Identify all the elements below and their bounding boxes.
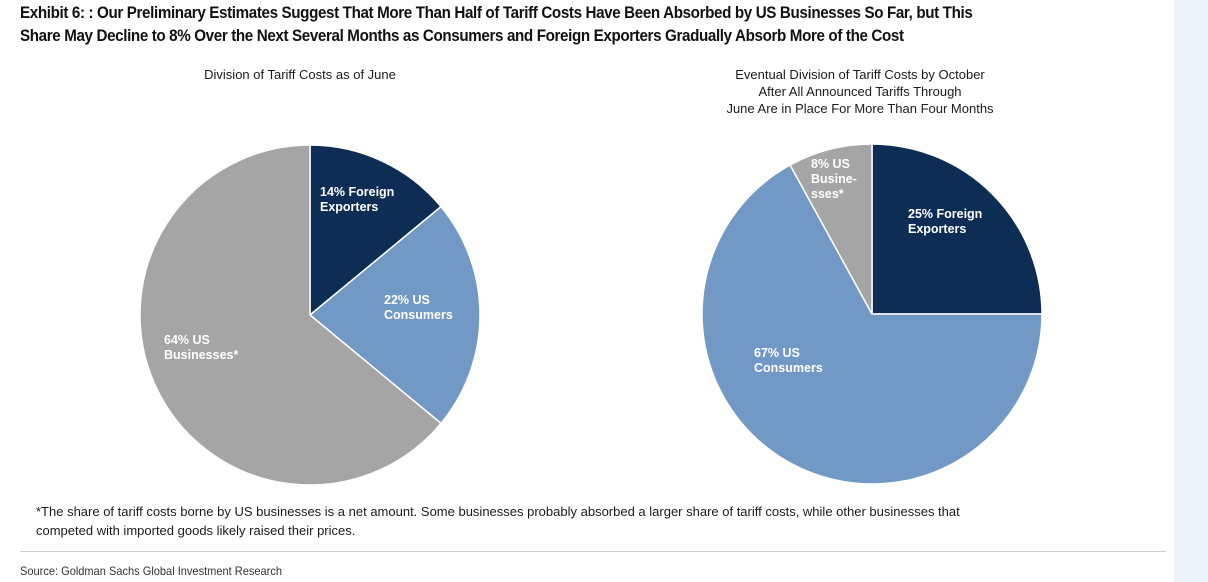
- pie-charts: 14% Foreign Exporters 22% US Consumers 64% U…: [139, 143, 1043, 486]
- pie-june: 14% Foreign Exporters 22% US Consumers 64% U…: [139, 144, 481, 486]
- right-chart-title-line-3: June Are in Place For More Than Four Mon…: [726, 101, 994, 116]
- pie-slice-us-consumers: [308, 205, 481, 425]
- pie-slice-foreign-exporters: [871, 143, 1043, 315]
- slice-label-us-consumers: 67% US Consumers: [754, 346, 823, 375]
- pie-slice-foreign-exporters: [309, 144, 443, 317]
- slice-label-foreign-exporters: 14% Foreign Exporters: [320, 185, 394, 214]
- pie-october: 25% Foreign Exporters 67% US Consumers 8% US…: [701, 143, 1043, 485]
- pie-slice-us-businesses: [789, 143, 873, 315]
- slice-label-us-businesses: 64% US Businesses*: [164, 333, 238, 362]
- footnote: *The share of tariff costs borne by US b…: [36, 502, 1156, 540]
- pie-slice-us-consumers: [701, 164, 1043, 485]
- right-edge-strip: [1174, 0, 1208, 582]
- right-chart-title-line-2: After All Announced Tariffs Through: [758, 84, 962, 99]
- slice-label-us-consumers: 22% US Consumers: [384, 293, 453, 322]
- slice-label-us-businesses: 8% US Busine-sses*: [811, 157, 857, 201]
- divider: [20, 551, 1166, 552]
- left-chart-title: Division of Tariff Costs as of June: [204, 67, 396, 82]
- footnote-line-2: competed with imported goods likely rais…: [36, 523, 356, 538]
- right-chart-title-line-1: Eventual Division of Tariff Costs by Oct…: [735, 67, 985, 82]
- slice-label-foreign-exporters: 25% Foreign Exporters: [908, 207, 982, 236]
- exhibit-title-line-1: Exhibit 6: : Our Preliminary Estimates S…: [20, 4, 973, 22]
- exhibit-title: Exhibit 6: : Our Preliminary Estimates S…: [20, 2, 1078, 48]
- right-chart-title: Eventual Division of Tariff Costs by Oct…: [650, 66, 1070, 117]
- source-note: Source: Goldman Sachs Global Investment …: [20, 564, 283, 578]
- footnote-line-1: *The share of tariff costs borne by US b…: [36, 504, 960, 519]
- pie-slice-us-businesses: [139, 144, 443, 486]
- exhibit-title-line-2: Share May Decline to 8% Over the Next Se…: [20, 27, 904, 45]
